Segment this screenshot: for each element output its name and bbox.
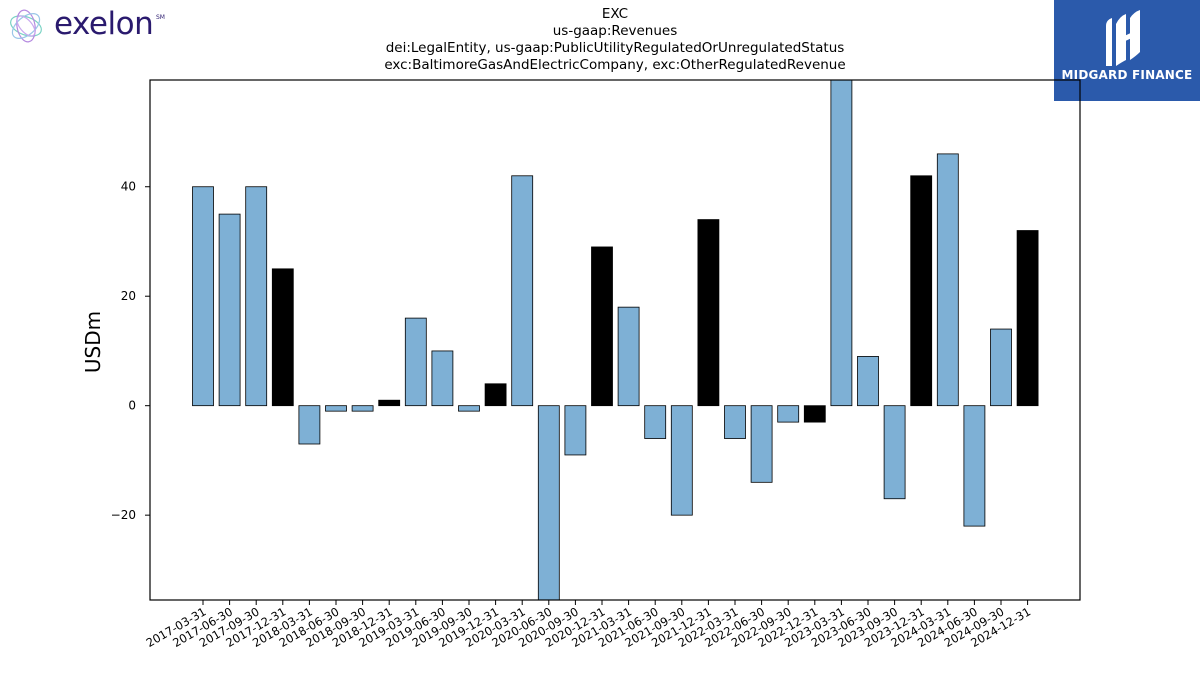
chart-title-line-3: dei:LegalEntity, us-gaap:PublicUtilityRe…	[385, 40, 845, 56]
exelon-service-mark: SM	[156, 14, 165, 21]
bar-2023-03-31	[830, 79, 853, 407]
bar-2019-12-31	[484, 383, 507, 407]
bar-2018-03-31	[298, 405, 321, 445]
bar-2022-06-30	[750, 405, 773, 483]
bar-2023-12-31	[910, 175, 933, 407]
bar-2022-03-31	[724, 405, 746, 439]
bar-2019-09-30	[458, 405, 480, 412]
bar-2019-03-31	[404, 317, 427, 407]
bar-2021-06-30	[644, 405, 667, 439]
bar-2024-12-31	[1016, 230, 1039, 407]
y-axis-label: USDm	[81, 311, 105, 373]
bar-2018-09-30	[351, 405, 374, 412]
bar-2021-09-30	[670, 405, 693, 516]
bar-2024-03-31	[936, 153, 959, 407]
chart-title: EXC us-gaap:Revenues dei:LegalEntity, us…	[150, 6, 1080, 74]
midgard-finance-logo: MIDGARD FINANCE	[1054, 0, 1200, 101]
exelon-logo-text: exelon	[54, 6, 154, 42]
bar-2020-09-30	[564, 405, 587, 456]
bar-2017-12-31	[271, 268, 294, 407]
bar-2021-03-31	[617, 306, 640, 407]
bar-2018-06-30	[325, 405, 347, 412]
bar-2023-09-30	[883, 405, 906, 500]
bar-2020-03-31	[511, 175, 534, 407]
x-axis: 2017-03-312017-06-302017-09-302017-12-31…	[144, 600, 1033, 650]
bar-2020-12-31	[591, 246, 613, 407]
y-axis: −20 0 20 40	[111, 180, 150, 522]
plot-frame	[149, 79, 1081, 601]
y-tick-label: −20	[111, 508, 136, 522]
y-tick-label: 20	[121, 289, 136, 303]
bar-2020-06-30	[537, 405, 560, 601]
midgard-emblem-icon	[1106, 10, 1140, 66]
exelon-logo: exelon SM	[4, 4, 194, 48]
chart-title-line-4: exc:BaltimoreGasAndElectricCompany, exc:…	[384, 57, 846, 73]
bar-2017-03-31	[192, 186, 214, 407]
bar-2022-12-31	[803, 405, 826, 423]
bar-2018-12-31	[378, 399, 401, 407]
bars-group	[192, 79, 1039, 601]
chart-title-line-1: EXC	[601, 6, 629, 22]
y-tick-label: 40	[121, 180, 136, 194]
exelon-flower-icon	[10, 9, 42, 43]
bar-2023-06-30	[857, 356, 879, 407]
bar-2021-12-31	[697, 219, 720, 407]
bar-2017-06-30	[218, 213, 241, 407]
chart-title-line-2: us-gaap:Revenues	[552, 23, 678, 39]
midgard-logo-text: MIDGARD FINANCE	[1061, 68, 1193, 82]
y-tick-label: 0	[128, 399, 136, 413]
bar-2019-06-30	[431, 350, 454, 407]
bar-2024-06-30	[963, 405, 986, 527]
bar-2017-09-30	[245, 186, 268, 407]
bar-2024-09-30	[990, 328, 1012, 407]
bar-2022-09-30	[777, 405, 800, 423]
